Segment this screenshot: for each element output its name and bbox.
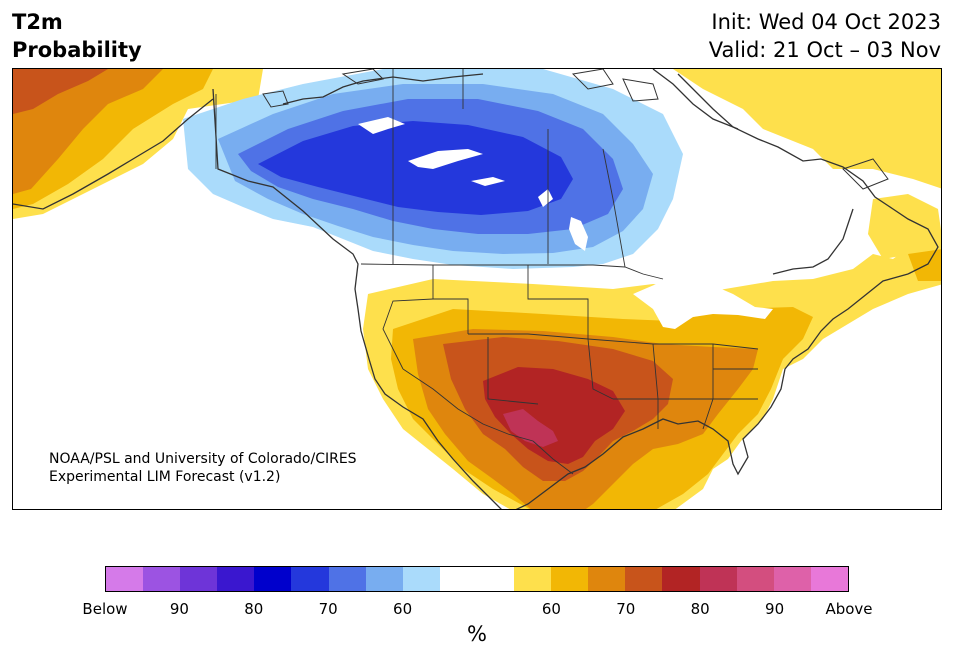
- colorbar-swatch: [254, 567, 292, 591]
- colorbar-swatch: [810, 567, 848, 591]
- colorbar-swatch: [328, 567, 366, 591]
- colorbar-swatch: [773, 567, 811, 591]
- colorbar-swatch: [662, 567, 700, 591]
- reindeer-lake: [538, 189, 553, 207]
- colorbar-unit: %: [467, 622, 487, 646]
- title-line-1: T2m: [12, 10, 63, 34]
- colorbar-swatch: [736, 567, 774, 591]
- init-date: Init: Wed 04 Oct 2023: [711, 10, 941, 34]
- colorbar: [105, 566, 849, 592]
- colorbar-tick-label: 80: [244, 600, 264, 618]
- northeast-warm-60: [673, 69, 941, 189]
- warm-85-region: [503, 409, 558, 447]
- alaska-warm-70: [13, 69, 163, 194]
- colorbar-swatch: [365, 567, 403, 591]
- title-line-2: Probability: [12, 38, 142, 62]
- colorbar-swatch: [180, 567, 218, 591]
- colorbar-swatch: [217, 567, 255, 591]
- colorbar-swatch: [476, 567, 515, 591]
- warm-80-region: [483, 367, 625, 464]
- lake-athabasca: [471, 177, 505, 186]
- valid-date: Valid: 21 Oct – 03 Nov: [708, 38, 941, 62]
- cold-75-region: [258, 121, 573, 215]
- colorbar-tick-label: 70: [616, 600, 636, 618]
- hudson-bay-white: [688, 129, 853, 274]
- forecast-dates: Init: Wed 04 Oct 2023 Valid: 21 Oct – 03…: [709, 8, 941, 64]
- labrador-warm-60: [868, 194, 941, 259]
- colorbar-swatch: [402, 567, 440, 591]
- credit-text: NOAA/PSL and University of Colorado/CIRE…: [49, 450, 357, 486]
- alaska-warm-75: [13, 69, 108, 114]
- colorbar-swatch: [699, 567, 737, 591]
- probability-map: [12, 68, 942, 510]
- coastlines: [13, 69, 939, 509]
- colorbar-swatch: [106, 567, 144, 591]
- great-lakes: [633, 279, 773, 329]
- colorbar-tick-label: 90: [765, 600, 785, 618]
- colorbar-tick-label: 60: [393, 600, 413, 618]
- great-slave-lake: [408, 149, 483, 169]
- colorbar-swatch: [514, 567, 552, 591]
- colorbar-tick-label: 70: [318, 600, 338, 618]
- credit-line-2: Experimental LIM Forecast (v1.2): [49, 469, 281, 485]
- political-borders: [215, 69, 759, 475]
- lake-winnipeg: [569, 217, 588, 251]
- colorbar-swatch: [439, 567, 477, 591]
- arctic-islands: [262, 69, 889, 190]
- colorbar-tick-label: 90: [169, 600, 189, 618]
- credit-line-1: NOAA/PSL and University of Colorado/CIRE…: [49, 451, 357, 467]
- colorbar-tick-label: 80: [690, 600, 710, 618]
- colorbar-tick-label: Above: [825, 600, 873, 618]
- colorbar-tick-label: 60: [541, 600, 561, 618]
- colorbar-swatch: [625, 567, 663, 591]
- colorbar-tick-label: Below: [82, 600, 128, 618]
- map-title: T2m Probability: [12, 8, 142, 64]
- colorbar-swatch: [551, 567, 589, 591]
- colorbar-swatch: [588, 567, 626, 591]
- colorbar-swatch: [143, 567, 181, 591]
- colorbar-swatch: [291, 567, 329, 591]
